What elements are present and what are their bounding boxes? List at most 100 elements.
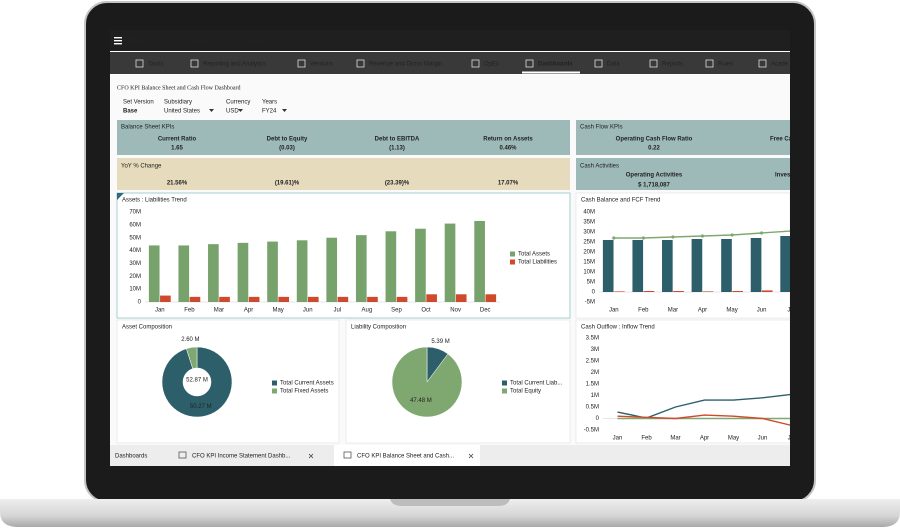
tab-icon (343, 451, 352, 459)
panel-title: Balance Sheet KPIs (121, 125, 174, 131)
y-tick-label: 60M (129, 222, 141, 228)
legend-swatch (510, 259, 515, 265)
y-tick-label: 30M (583, 230, 595, 236)
line-marker (700, 234, 705, 238)
y-tick-label: -5M (585, 300, 595, 306)
nav-item[interactable]: OpEx (484, 62, 499, 68)
tab-label[interactable]: CFO KPI Balance Sheet and Cash... (357, 454, 454, 460)
x-tick-label: Apr (244, 308, 253, 314)
x-tick-label: Jul (333, 308, 341, 314)
y-tick-label: 10M (129, 287, 141, 293)
nav-item[interactable]: Tasks (148, 62, 163, 68)
bar (732, 291, 743, 292)
x-tick-label: Jun (757, 308, 767, 314)
pov-label: Currency (226, 100, 250, 106)
pie-slice[interactable] (391, 346, 463, 418)
tab-label[interactable]: Dashboards (115, 454, 147, 460)
chart-title: Liability Composition (351, 325, 406, 331)
dropdown-arrow (238, 109, 243, 112)
x-tick-label: Mar (214, 308, 224, 314)
panel-title: Cash Flow KPIs (580, 125, 623, 131)
selected-corner (117, 193, 124, 200)
chart-panel (575, 319, 790, 444)
legend-label[interactable]: Total Current Liab... (510, 381, 563, 387)
kpi-value: 0.22 (648, 146, 660, 152)
x-tick-label: Mar (670, 436, 680, 442)
y-tick-label: 1M (591, 393, 599, 399)
x-tick-label: Sep (391, 308, 402, 314)
bar (385, 231, 397, 302)
chart-title: Asset Composition (122, 325, 172, 331)
nav-item[interactable]: Acade (771, 62, 789, 68)
line (617, 414, 790, 426)
brand: ORACLE (128, 39, 156, 45)
line-marker (760, 231, 764, 235)
legend-label[interactable]: Total Current Assets (280, 381, 334, 387)
bar (485, 294, 497, 302)
tab-close[interactable] (308, 453, 314, 459)
slice-label: 47.48 M (410, 398, 432, 404)
y-tick-label: 2M (591, 370, 599, 376)
tab-close[interactable] (468, 453, 474, 459)
chart-title: Cash Balance and FCF Trend (581, 198, 660, 204)
center-label: 52.87 M (186, 378, 208, 384)
bar (296, 240, 308, 302)
tab-active-bg (334, 445, 480, 466)
slice-label: 5.39 M (431, 339, 449, 345)
bar (178, 245, 190, 302)
bar (189, 296, 201, 302)
legend-label[interactable]: Total Liabilities (518, 260, 557, 266)
nav-item[interactable]: Reports (662, 62, 683, 68)
line-marker (730, 233, 734, 237)
nav-icon (356, 59, 365, 68)
y-tick-label: 70M (129, 210, 141, 216)
nav-item[interactable]: Versions (310, 62, 333, 68)
x-tick-label: Oct (421, 308, 431, 314)
legend-swatch (272, 380, 277, 386)
legend-label[interactable]: Total Assets (518, 252, 550, 258)
nav-item[interactable]: Dashboards (538, 62, 573, 68)
pie-slice[interactable] (161, 346, 233, 418)
bar (160, 295, 171, 302)
nav-icon (594, 59, 603, 68)
menu-icon (114, 43, 122, 45)
kpi-value: 0.46% (499, 146, 517, 152)
x-tick-label: Apr (700, 436, 709, 442)
legend-label[interactable]: Total Fixed Assets (280, 389, 328, 395)
x-tick-label: Feb (184, 308, 195, 314)
bar (444, 223, 456, 302)
nav-icon (297, 59, 306, 68)
pov-value[interactable]: FY24 (262, 109, 277, 115)
legend-label[interactable]: Total Equity (510, 389, 541, 395)
bar (208, 244, 219, 302)
pie-slice[interactable] (186, 346, 198, 369)
bar (237, 242, 249, 302)
bar (750, 238, 762, 292)
pov-value[interactable]: USD (226, 109, 239, 115)
pov-value[interactable]: United States (164, 109, 200, 115)
kpi-label: Current Ratio (158, 137, 197, 143)
x-tick-label: Feb (641, 436, 652, 442)
bar (702, 291, 714, 292)
line-marker (671, 235, 675, 239)
bar (721, 239, 732, 292)
legend-swatch (510, 251, 515, 257)
menu-icon (114, 40, 122, 42)
nav-icon (190, 59, 199, 68)
y-tick-label: 3M (591, 347, 599, 353)
pov-value[interactable]: Base (123, 109, 138, 115)
kpi-value: (1.13) (389, 146, 405, 152)
nav-item[interactable]: Revenue and Gross Margin (369, 62, 442, 68)
nav-item[interactable]: Data (607, 62, 620, 68)
tab-label[interactable]: CFO KPI Income Statement Dashb... (192, 454, 291, 460)
bar (455, 294, 467, 302)
y-tick-label: 0 (138, 300, 142, 306)
legend-swatch (502, 380, 507, 386)
nav-item[interactable]: Rules (718, 62, 733, 68)
y-tick-label: 40M (129, 248, 141, 254)
slice-label: 2.60 M (181, 337, 199, 343)
laptop-base (0, 499, 900, 527)
nav-item[interactable]: Reporting and Analytics (203, 62, 266, 68)
bar (691, 239, 703, 292)
